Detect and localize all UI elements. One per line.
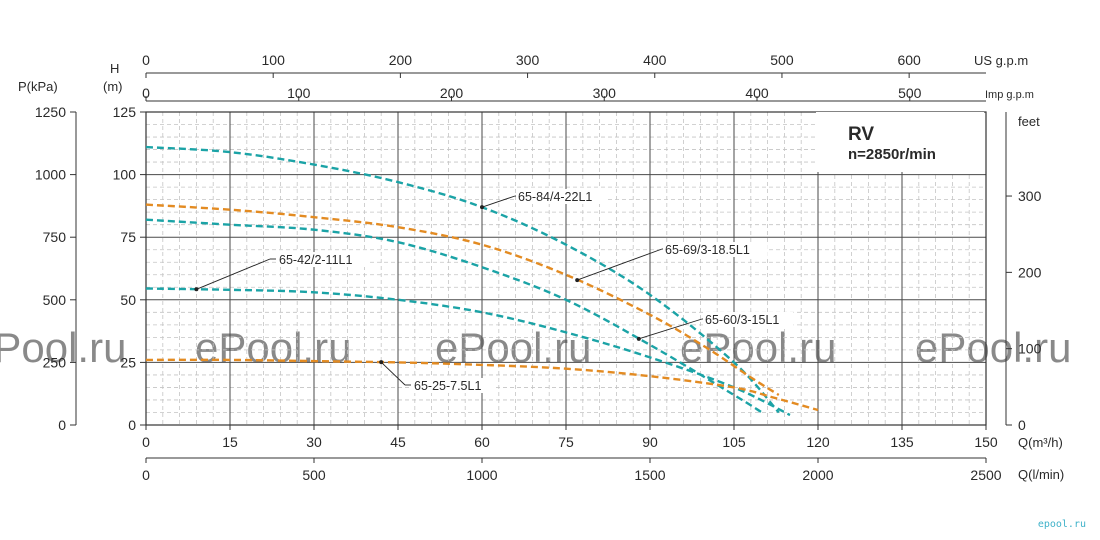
y-axis-label-h: H [110, 61, 119, 76]
watermark-text: ePool.ru [915, 324, 1071, 371]
curve-leader-dot [194, 287, 199, 292]
y-tick-label-m: 25 [120, 354, 136, 370]
x-tick-label-usgpm: 600 [897, 52, 921, 68]
x-axis-label-lpm: Q(l/min) [1018, 467, 1064, 482]
x-tick-label-usgpm: 500 [770, 52, 794, 68]
x-tick-label-lpm: 0 [142, 467, 150, 483]
curve-label: 65-84/4-22L1 [518, 190, 592, 204]
y-tick-label-kpa: 500 [43, 292, 67, 308]
x-tick-label-usgpm: 200 [389, 52, 413, 68]
y-tick-label-m: 50 [120, 292, 136, 308]
y-tick-label-m: 0 [128, 417, 136, 433]
watermark-text: ePool.ru [195, 324, 351, 371]
y-tick-label-feet: 100 [1018, 341, 1042, 357]
watermark-text: ePool.ru [680, 324, 836, 371]
x-tick-label-m3h: 105 [722, 434, 746, 450]
curve-label: 65-69/3-18.5L1 [665, 243, 750, 257]
series-line [145, 203, 780, 397]
y-tick-label-kpa: 250 [43, 354, 67, 370]
y-axis-label-feet: feet [1018, 114, 1040, 129]
x-tick-label-usgpm: 400 [643, 52, 667, 68]
chart-subtitle: n=2850r/min [848, 146, 936, 163]
curve-label-bg [277, 252, 368, 267]
curve-label: 65-42/2-11L1 [279, 253, 352, 267]
x-tick-label-m3h: 120 [806, 434, 830, 450]
y-tick-label-feet: 300 [1018, 188, 1042, 204]
y-tick-label-kpa: 1000 [35, 167, 66, 183]
chart-title: RV [848, 124, 874, 145]
x-tick-label-m3h: 90 [642, 434, 658, 450]
x-tick-label-m3h: 45 [390, 434, 406, 450]
watermark-text: ePool.ru [0, 324, 126, 371]
y-axis-label-m: (m) [103, 79, 123, 94]
x-tick-label-m3h: 60 [474, 434, 490, 450]
curve-leader-line [380, 361, 406, 386]
x-tick-label-m3h: 150 [974, 434, 998, 450]
curve-label: 65-25-7.5L1 [414, 379, 481, 393]
curve-leader-line [577, 248, 663, 281]
curve-leader-line [481, 195, 516, 208]
y-axis-label-kpa: P(kPa) [18, 79, 58, 94]
x-axis-label-m3h: Q(m³/h) [1018, 435, 1063, 450]
curve-leader-line [638, 318, 703, 340]
x-tick-label-m3h: 135 [890, 434, 914, 450]
curve-leader-dot [480, 205, 484, 210]
curve-label: 65-60/3-15L1 [705, 313, 779, 327]
x-tick-label-usgpm: 300 [516, 52, 540, 68]
x-tick-label-impgpm: 500 [898, 85, 922, 101]
y-tick-label-feet: 200 [1018, 264, 1042, 280]
x-tick-label-lpm: 1000 [466, 467, 497, 483]
curve-label-bg [663, 242, 768, 257]
title-box [816, 112, 984, 172]
x-tick-label-m3h: 30 [306, 434, 322, 450]
x-tick-label-usgpm: 100 [262, 52, 286, 68]
series-line [145, 358, 819, 412]
brand-mark: epool.ru [1037, 519, 1086, 530]
curve-leader-line [196, 258, 271, 290]
x-tick-label-lpm: 500 [302, 467, 326, 483]
x-tick-label-impgpm: 0 [142, 85, 150, 101]
y-tick-label-feet: 0 [1018, 417, 1026, 433]
x-tick-label-impgpm: 200 [440, 85, 464, 101]
y-tick-label-kpa: 750 [43, 229, 67, 245]
y-tick-label-m: 100 [113, 167, 137, 183]
label-layer: 65-84/4-22L1 65-69/3-18.5L1 65-60/3-15L1 65… [194, 189, 794, 393]
x-tick-label-impgpm: 100 [287, 85, 311, 101]
x-tick-label-m3h: 75 [558, 434, 574, 450]
x-axis-label-impgpm: Imp g.p.m [985, 89, 1034, 101]
y-tick-label-m: 75 [120, 229, 136, 245]
curve-label-bg [516, 189, 607, 204]
curve-label-bg [703, 312, 794, 327]
x-tick-label-m3h: 0 [142, 434, 150, 450]
curve-label-bg [412, 378, 496, 393]
curve-leader-dot [575, 278, 580, 283]
x-tick-label-lpm: 2500 [970, 467, 1001, 483]
y-tick-label-m: 125 [113, 104, 137, 120]
x-tick-label-m3h: 15 [222, 434, 238, 450]
x-tick-label-lpm: 1500 [634, 467, 665, 483]
x-tick-label-usgpm: 0 [142, 52, 150, 68]
curve-leader-dot [379, 360, 384, 365]
x-axis-label-usgpm: US g.p.m [974, 53, 1028, 68]
axes-layer: 0255075100125025050075010001250010020030… [35, 52, 1042, 483]
y-tick-label-kpa: 1250 [35, 104, 66, 120]
x-tick-label-impgpm: 300 [593, 85, 617, 101]
x-tick-label-impgpm: 400 [745, 85, 769, 101]
x-tick-label-lpm: 2000 [802, 467, 833, 483]
curve-leader-dot [636, 336, 641, 341]
y-tick-label-kpa: 0 [58, 417, 66, 433]
